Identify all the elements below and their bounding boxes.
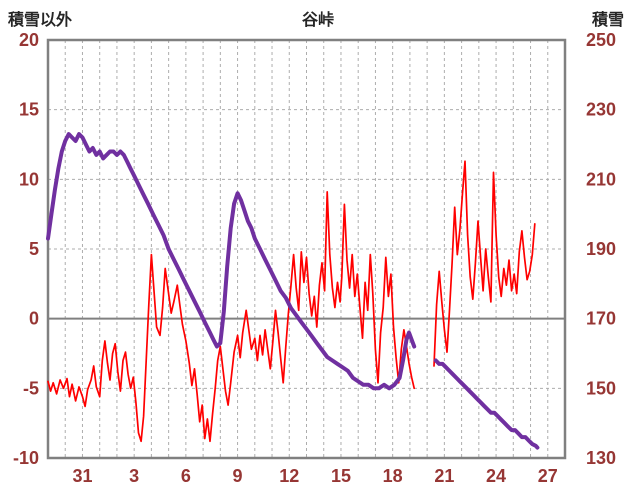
x-axis-tick-label: 9 (233, 466, 243, 486)
x-axis-tick-label: 6 (181, 466, 191, 486)
right-axis-tick-label: 170 (586, 309, 616, 329)
left-axis-tick-label: -5 (23, 378, 39, 398)
x-axis-tick-label: 27 (538, 466, 558, 486)
left-axis-tick-label: 5 (29, 239, 39, 259)
left-axis-tick-label: 20 (19, 30, 39, 50)
x-axis-tick-label: 21 (434, 466, 454, 486)
left-axis-tick-label: -10 (13, 448, 39, 468)
left-axis-tick-label: 0 (29, 309, 39, 329)
x-axis-tick-label: 12 (279, 466, 299, 486)
x-axis-tick-label: 31 (72, 466, 92, 486)
chart-title: 谷峠 (301, 12, 335, 29)
x-axis-tick-label: 15 (331, 466, 351, 486)
left-axis-tick-label: 15 (19, 100, 39, 120)
x-axis-tick-label: 18 (383, 466, 403, 486)
right-axis-tick-label: 190 (586, 239, 616, 259)
right-axis-tick-label: 250 (586, 30, 616, 50)
right-axis-tick-label: 210 (586, 169, 616, 189)
x-axis-tick-label: 3 (129, 466, 139, 486)
right-axis-tick-label: 150 (586, 378, 616, 398)
left-axis-title: 積雪以外 (8, 12, 73, 29)
right-axis-title: 積雪 (591, 12, 624, 29)
right-axis-tick-label: 230 (586, 100, 616, 120)
x-axis-tick-label: 24 (486, 466, 506, 486)
left-axis-tick-label: 10 (19, 169, 39, 189)
right-axis-tick-label: 130 (586, 448, 616, 468)
